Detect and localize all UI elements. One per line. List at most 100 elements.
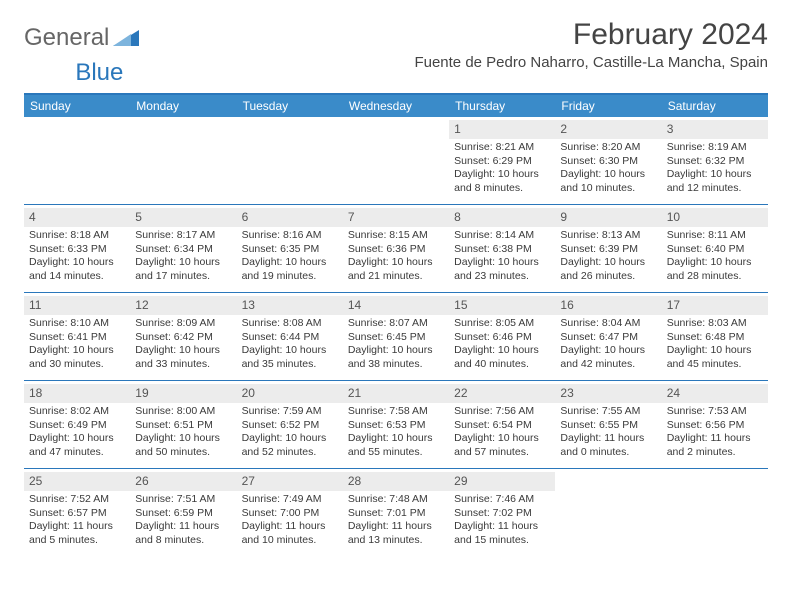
day-cell: 5Sunrise: 8:17 AMSunset: 6:34 PMDaylight… <box>130 205 236 292</box>
day-number: 19 <box>135 386 148 400</box>
daynum-row: 8 <box>449 208 555 227</box>
sunset-text: Sunset: 6:36 PM <box>348 243 444 256</box>
week-row: 25Sunrise: 7:52 AMSunset: 6:57 PMDayligh… <box>24 469 768 557</box>
day-cell: 10Sunrise: 8:11 AMSunset: 6:40 PMDayligh… <box>662 205 768 292</box>
sunrise-text: Sunrise: 7:53 AM <box>667 405 763 418</box>
daynum-row: 4 <box>24 208 130 227</box>
day-number: 4 <box>29 210 36 224</box>
day-number: 22 <box>454 386 467 400</box>
day-number: 12 <box>135 298 148 312</box>
sunrise-text: Sunrise: 8:17 AM <box>135 229 231 242</box>
sunrise-text: Sunrise: 8:19 AM <box>667 141 763 154</box>
dow-friday: Friday <box>555 95 661 117</box>
day-cell: 18 Sunrise: 8:02 AMSunset: 6:49 PMDayligh… <box>24 381 130 468</box>
day-number: 29 <box>454 474 467 488</box>
day-number: 10 <box>667 210 680 224</box>
day-number: 8 <box>454 210 461 224</box>
day-cell: 13Sunrise: 8:08 AMSunset: 6:44 PMDayligh… <box>237 293 343 380</box>
daylight-text: Daylight: 10 hours and 26 minutes. <box>560 256 656 283</box>
daynum-row: 26 <box>130 472 236 491</box>
day-cell: 2Sunrise: 8:20 AMSunset: 6:30 PMDaylight… <box>555 117 661 204</box>
sunset-text: Sunset: 6:30 PM <box>560 155 656 168</box>
day-cell <box>662 469 768 557</box>
day-cell: 27Sunrise: 7:49 AMSunset: 7:00 PMDayligh… <box>237 469 343 557</box>
day-number: 13 <box>242 298 255 312</box>
dow-tuesday: Tuesday <box>237 95 343 117</box>
day-number: 28 <box>348 474 361 488</box>
daynum-row: 12 <box>130 296 236 315</box>
sunrise-text: Sunrise: 8:00 AM <box>135 405 231 418</box>
location-label: Fuente de Pedro Naharro, Castille-La Man… <box>414 54 768 71</box>
day-number: 1 <box>454 122 461 136</box>
sunset-text: Sunset: 6:56 PM <box>667 419 763 432</box>
sunrise-text: Sunrise: 7:48 AM <box>348 493 444 506</box>
daynum-row: 15 <box>449 296 555 315</box>
day-number: 5 <box>135 210 142 224</box>
daylight-text: Daylight: 11 hours and 10 minutes. <box>242 520 338 547</box>
sunset-text: Sunset: 6:55 PM <box>560 419 656 432</box>
dow-monday: Monday <box>130 95 236 117</box>
day-number: 20 <box>242 386 255 400</box>
daylight-text: Daylight: 11 hours and 2 minutes. <box>667 432 763 459</box>
week-row: 4Sunrise: 8:18 AMSunset: 6:33 PMDaylight… <box>24 205 768 293</box>
daylight-text: Daylight: 11 hours and 0 minutes. <box>560 432 656 459</box>
day-cell: 1Sunrise: 8:21 AMSunset: 6:29 PMDaylight… <box>449 117 555 204</box>
day-cell: 21Sunrise: 7:58 AMSunset: 6:53 PMDayligh… <box>343 381 449 468</box>
sunrise-text: Sunrise: 7:55 AM <box>560 405 656 418</box>
day-cell: 14Sunrise: 8:07 AMSunset: 6:45 PMDayligh… <box>343 293 449 380</box>
sunset-text: Sunset: 6:53 PM <box>348 419 444 432</box>
sunrise-text: Sunrise: 7:49 AM <box>242 493 338 506</box>
daylight-text: Daylight: 10 hours and 35 minutes. <box>242 344 338 371</box>
daynum-row: 11 <box>24 296 130 315</box>
day-cell <box>237 117 343 204</box>
daylight-text: Daylight: 10 hours and 45 minutes. <box>667 344 763 371</box>
sunset-text: Sunset: 7:01 PM <box>348 507 444 520</box>
sunset-text: Sunset: 6:59 PM <box>135 507 231 520</box>
sunset-text: Sunset: 6:33 PM <box>29 243 125 256</box>
triangle-icon <box>113 28 141 48</box>
daylight-text: Daylight: 10 hours and 50 minutes. <box>135 432 231 459</box>
daynum-row: 21 <box>343 384 449 403</box>
sunrise-text: Sunrise: 8:07 AM <box>348 317 444 330</box>
sunrise-text: Sunrise: 8:02 AM <box>29 405 125 418</box>
sunset-text: Sunset: 6:57 PM <box>29 507 125 520</box>
sunrise-text: Sunrise: 7:46 AM <box>454 493 550 506</box>
day-cell: 29Sunrise: 7:46 AMSunset: 7:02 PMDayligh… <box>449 469 555 557</box>
sunrise-text: Sunrise: 8:08 AM <box>242 317 338 330</box>
sunset-text: Sunset: 6:51 PM <box>135 419 231 432</box>
day-cell: 11Sunrise: 8:10 AMSunset: 6:41 PMDayligh… <box>24 293 130 380</box>
daynum-row: 23 <box>555 384 661 403</box>
sunrise-text: Sunrise: 8:20 AM <box>560 141 656 154</box>
day-cell <box>555 469 661 557</box>
daylight-text: Daylight: 10 hours and 47 minutes. <box>29 432 125 459</box>
sunset-text: Sunset: 6:52 PM <box>242 419 338 432</box>
sunset-text: Sunset: 6:45 PM <box>348 331 444 344</box>
day-cell: 12Sunrise: 8:09 AMSunset: 6:42 PMDayligh… <box>130 293 236 380</box>
daynum-row: 19 <box>130 384 236 403</box>
dow-thursday: Thursday <box>449 95 555 117</box>
daylight-text: Daylight: 10 hours and 33 minutes. <box>135 344 231 371</box>
daynum-row: 10 <box>662 208 768 227</box>
title-block: February 2024 Fuente de Pedro Naharro, C… <box>414 18 768 71</box>
day-number: 16 <box>560 298 573 312</box>
day-number: 17 <box>667 298 680 312</box>
sunset-text: Sunset: 6:38 PM <box>454 243 550 256</box>
sunset-text: Sunset: 6:32 PM <box>667 155 763 168</box>
sunset-text: Sunset: 6:46 PM <box>454 331 550 344</box>
sunset-text: Sunset: 6:48 PM <box>667 331 763 344</box>
sunset-text: Sunset: 6:49 PM <box>29 419 125 432</box>
day-number: 7 <box>348 210 355 224</box>
sunrise-text: Sunrise: 8:03 AM <box>667 317 763 330</box>
day-number: 6 <box>242 210 249 224</box>
day-cell: 23 Sunrise: 7:55 AMSunset: 6:55 PMDayligh… <box>555 381 661 468</box>
dow-header-row: Sunday Monday Tuesday Wednesday Thursday… <box>24 95 768 117</box>
sunrise-text: Sunrise: 8:14 AM <box>454 229 550 242</box>
day-cell <box>24 117 130 204</box>
daynum-row: 7 <box>343 208 449 227</box>
day-number: 9 <box>560 210 567 224</box>
brand-part1: General <box>24 24 109 52</box>
brand-part2: Blue <box>75 59 123 86</box>
daynum-row: 25 <box>24 472 130 491</box>
day-number: 2 <box>560 122 567 136</box>
day-number: 18 <box>29 386 42 400</box>
